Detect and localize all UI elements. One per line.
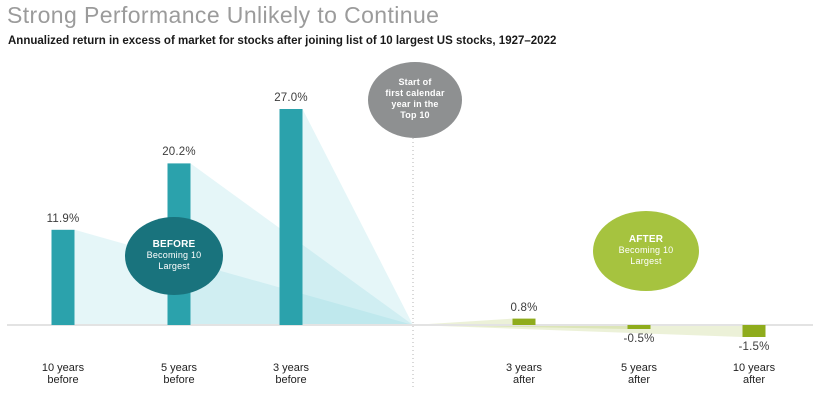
page-title: Strong Performance Unlikely to Continue — [7, 2, 440, 28]
start-top10-bubble-label: Start of first calendar year in the Top … — [385, 77, 445, 120]
value-label: 11.9% — [46, 212, 80, 225]
category-label: 3 years before — [272, 362, 310, 386]
bar-10-years-before — [51, 229, 75, 325]
category-label: 10 years after — [732, 362, 776, 386]
category-label: 10 years before — [41, 362, 85, 386]
start-top10-bubble — [368, 62, 462, 138]
after-bubble — [593, 211, 699, 291]
value-label: 27.0% — [274, 92, 308, 104]
category-label: 3 years after — [505, 362, 543, 386]
value-label: -0.5% — [623, 333, 655, 345]
category-label: 5 years after — [620, 362, 658, 386]
bars — [51, 109, 766, 337]
bar-10-years-after — [742, 325, 766, 337]
fade-triangle-after — [413, 325, 743, 337]
value-label: -1.5% — [738, 341, 770, 353]
before-bubble — [125, 217, 223, 295]
page-subtitle: Annualized return in excess of market fo… — [8, 35, 557, 47]
bar-3-years-after — [512, 318, 536, 325]
value-label: 20.2% — [162, 146, 196, 159]
bar-3-years-before — [279, 109, 303, 325]
after-bubble-label: AFTER Becoming 10 Largest — [618, 234, 674, 266]
before-bubble-label: BEFORE Becoming 10 Largest — [146, 239, 202, 271]
value-label: 0.8% — [510, 301, 538, 314]
fade-triangle-before — [302, 109, 413, 325]
category-label: 5 years before — [160, 362, 198, 386]
bar-5-years-after — [627, 325, 651, 329]
fade-triangle-after — [413, 318, 513, 325]
